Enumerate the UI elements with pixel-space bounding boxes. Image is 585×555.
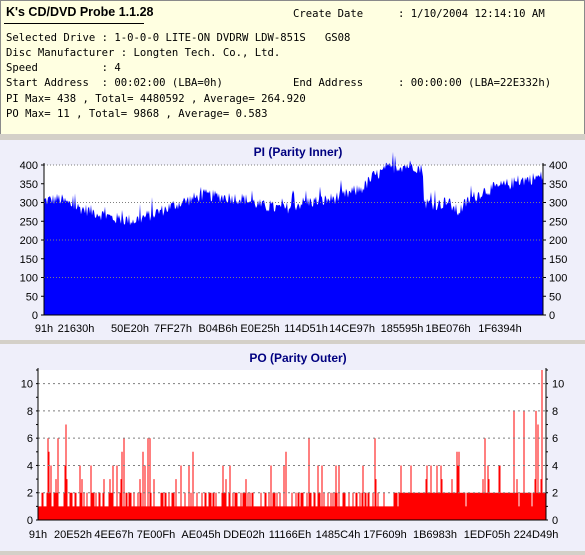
pi-x-tick-label: 21630h — [58, 323, 95, 335]
disc-info-panel: K's CD/DVD Probe 1.1.28 Create Date : 1/… — [0, 0, 585, 136]
disc-manufacturer-line: Disc Manufacturer : Longten Tech. Co., L… — [6, 47, 281, 59]
po-y-tick-label: 8 — [27, 406, 33, 418]
pi-error-area — [44, 151, 543, 315]
pi-x-tick-label: B04B6h — [198, 323, 237, 335]
speed-line: Speed : 4 — [6, 62, 121, 74]
po-y-tick-label-right: 10 — [552, 379, 564, 391]
po-y-tick-label: 6 — [27, 433, 33, 445]
pi-y-tick-label: 100 — [20, 273, 38, 285]
end-address-label: End Address — [293, 77, 364, 89]
pi-chart-title: PI (Parity Inner) — [254, 145, 343, 159]
pi-x-tick-label: 1BE076h — [425, 323, 470, 335]
po-x-tick-label: 7E00Fh — [137, 529, 176, 541]
po-y-tick-label: 2 — [27, 488, 33, 500]
pi-x-tick-label: 14CE97h — [329, 323, 375, 335]
pi-x-tick-label: E0E25h — [240, 323, 279, 335]
po-x-tick-label: 1EDF05h — [464, 529, 510, 541]
pi-y-tick-label-right: 300 — [549, 198, 567, 210]
pi-y-tick-label-right: 200 — [549, 235, 567, 247]
po-x-tick-label: 20E52h — [54, 529, 92, 541]
pi-y-tick-label: 150 — [20, 254, 38, 266]
pi-y-tick-label-right: 50 — [549, 291, 561, 303]
pi-y-tick-label: 250 — [20, 216, 38, 228]
po-chart-panel: PO (Parity Outer) 0 0 2 2 4 4 6 6 8 8 10 10 91h 20E52… — [0, 344, 585, 551]
po-stats-line: PO Max= 11 , Total= 9868 , Average= 0.58… — [6, 108, 268, 120]
po-x-tick-label: 11166Eh — [269, 529, 311, 541]
po-y-tick-label-right: 0 — [552, 515, 558, 527]
pi-x-tick-label: 114D51h — [284, 323, 328, 335]
pi-chart: PI (Parity Inner) 0 0 50 50 100 100 150 150 200 2… — [20, 145, 568, 335]
po-y-tick-label-right: 8 — [552, 406, 558, 418]
pi-y-tick-label: 350 — [20, 179, 38, 191]
po-y-tick-label: 0 — [27, 515, 33, 527]
pi-y-tick-label-right: 0 — [549, 310, 555, 322]
pi-x-tick-label: 50E20h — [111, 323, 149, 335]
pi-x-tick-label: 91h — [35, 323, 53, 335]
po-chart-title: PO (Parity Outer) — [249, 351, 346, 365]
pi-y-tick-label-right: 150 — [549, 254, 567, 266]
panel-separator — [0, 134, 585, 140]
pi-y-tick-label-right: 100 — [549, 273, 567, 285]
po-x-tick-label: 91h — [29, 529, 47, 541]
po-y-tick-label-right: 4 — [552, 460, 558, 472]
pi-stats-line: PI Max= 438 , Total= 4480592 , Average= … — [6, 93, 306, 105]
selected-drive-line: Selected Drive : 1-0-0-0 LITE-ON DVDRW L… — [6, 32, 351, 44]
po-x-tick-label: DDE02h — [223, 529, 265, 541]
po-x-tick-label: 224D49h — [514, 529, 559, 541]
po-x-tick-label: 1B6983h — [413, 529, 457, 541]
pi-chart-panel: PI (Parity Inner) 0 0 50 50 100 100 150 150 200 2… — [0, 140, 585, 340]
pi-x-tick-label: 185595h — [381, 323, 424, 335]
po-x-tick-label: 1485C4h — [316, 529, 361, 541]
start-address-line: Start Address : 00:02:00 (LBA=0h) — [6, 77, 223, 89]
pi-y-tick-label: 0 — [32, 310, 38, 322]
pi-x-tick-label: 1F6394h — [478, 323, 521, 335]
pi-y-tick-label-right: 350 — [549, 179, 567, 191]
create-date-label: Create Date — [293, 8, 364, 20]
pi-x-tick-label: 7FF27h — [154, 323, 192, 335]
pi-y-tick-label: 50 — [26, 291, 38, 303]
po-chart: PO (Parity Outer) 0 0 2 2 4 4 6 6 8 8 10 10 91h 20E52… — [21, 351, 565, 541]
panel-separator-2 — [0, 340, 585, 344]
pi-y-tick-label: 400 — [20, 160, 38, 172]
po-y-tick-label: 4 — [27, 460, 33, 472]
create-date-value: : 1/10/2004 12:14:10 AM — [398, 8, 545, 20]
title-underline — [4, 23, 144, 24]
po-y-tick-label-right: 6 — [552, 433, 558, 445]
app-title: K's CD/DVD Probe 1.1.28 — [6, 5, 154, 19]
end-address-value: : 00:00:00 (LBA=22E332h) — [398, 77, 552, 89]
pi-y-tick-label-right: 400 — [549, 160, 567, 172]
pi-y-tick-label: 300 — [20, 198, 38, 210]
po-x-tick-label: 4EE67h — [94, 529, 133, 541]
po-x-tick-label: 17F609h — [363, 529, 406, 541]
po-y-tick-label-right: 2 — [552, 488, 558, 500]
pi-y-tick-label: 200 — [20, 235, 38, 247]
po-y-tick-label: 10 — [21, 379, 33, 391]
po-x-tick-label: AE045h — [181, 529, 220, 541]
pi-y-tick-label-right: 250 — [549, 216, 567, 228]
